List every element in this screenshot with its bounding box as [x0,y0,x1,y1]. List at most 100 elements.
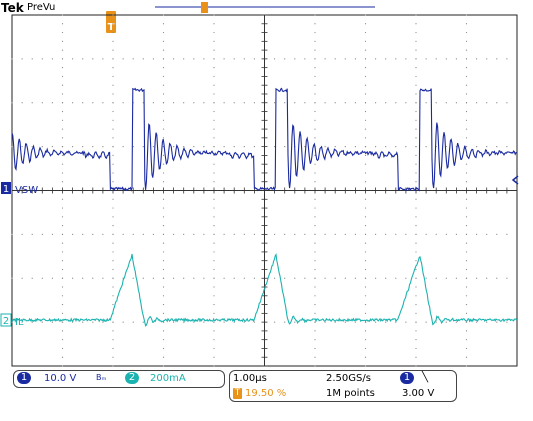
grid-dot [314,198,316,200]
grid-dot [112,295,114,297]
grid-dot [415,339,417,341]
grid-dot [334,321,336,323]
trigger-source-badge[interactable]: 1 [400,372,414,384]
grid-dot [112,14,114,16]
grid-dot [486,102,488,104]
grid-dot [173,233,175,235]
grid-dot [21,233,23,235]
grid-dot [61,110,64,113]
grid-dot [314,75,316,78]
grid-dot [354,58,356,60]
grid-dot [61,277,64,279]
horizontal-scale: 1.00µs [233,373,267,384]
grid-dot [183,146,185,148]
grid-dot [314,216,316,218]
grid-dot [496,58,498,60]
grid-dot [162,75,165,78]
grid-dot [61,216,64,218]
grid-dot [61,23,64,25]
channel-readout-box[interactable] [13,370,225,388]
grid-dot [162,277,165,279]
trigger-position-marker[interactable]: T [106,11,116,33]
grid-dot [364,216,367,218]
grid-dot [112,58,114,60]
grid-dot [72,233,74,235]
ch1-badge[interactable]: 1 [17,372,31,384]
grid-dot [324,58,326,60]
grid-dot [385,233,387,235]
grid-dot [213,268,215,271]
ch1-marker-number: 1 [3,184,9,195]
grid-dot [304,277,306,279]
grid-dot [41,277,43,279]
grid-dot [142,58,144,60]
grid-dot [415,216,417,218]
grid-dot [223,146,225,148]
grid-dot [112,128,114,130]
grid-dot [213,260,215,262]
grid-dot [183,102,185,104]
grid-dot [294,233,296,235]
grid-dot [465,365,468,367]
grid-dot [364,312,367,314]
grid-dot [61,339,64,341]
ch2-badge[interactable]: 2 [125,372,139,384]
grid-dot [364,321,367,323]
grid-dot [61,286,64,288]
grid-dot [445,58,447,60]
grid-dot [364,128,367,130]
grid-dot [162,321,165,323]
grid-dot [132,277,134,279]
grid-dot [435,102,437,104]
grid-dot [162,119,165,121]
trigger-level: 3.00 V [402,388,435,399]
ch2-ground-marker[interactable]: 2 [0,313,12,327]
grid-dot [61,67,64,69]
grid-dot [213,216,215,218]
trigger-level-arrow-icon[interactable] [511,175,519,185]
grid-dot [243,321,245,323]
grid-dot [304,146,306,148]
grid-dot [415,119,417,121]
grid-dot [31,146,33,148]
grid-dot [112,137,114,139]
grid-dot [415,233,417,235]
grid-dot [162,31,165,34]
grid-dot [314,286,316,288]
grid-dot [354,277,356,279]
grid-dot [415,84,417,86]
grid-dot [465,93,468,95]
grid-dot [162,181,165,183]
timebase-trigger-box[interactable] [229,370,457,402]
grid-dot [61,146,64,148]
grid-dot [102,233,104,235]
grid-dot [243,58,245,60]
grid-dot [173,277,175,279]
grid-dot [314,67,316,69]
grid-dot [375,277,377,279]
ch1-scale: 10.0 V [44,373,77,384]
grid-dot [496,146,498,148]
grid-dot [465,347,468,350]
grid-dot [415,40,417,42]
grid-dot [112,31,114,34]
grid-dot [213,93,215,95]
grid-dot [72,277,74,279]
grid-dot [122,146,124,148]
grid-dot [213,330,215,332]
grid-dot [213,295,215,297]
grid-dot [112,277,114,279]
grid-dot [41,233,43,235]
grid-dot [223,102,225,104]
grid-dot [506,146,508,148]
grid-dot [203,58,205,60]
grid-dot [415,242,417,244]
grid-dot [364,260,367,262]
grid-dot [364,137,367,139]
grid-dot [142,146,144,148]
ch1-ground-marker[interactable]: 1 [1,182,11,195]
grid-dot [274,233,276,235]
grid-dot [364,84,367,86]
grid-dot [233,233,235,235]
grid-dot [405,321,407,323]
